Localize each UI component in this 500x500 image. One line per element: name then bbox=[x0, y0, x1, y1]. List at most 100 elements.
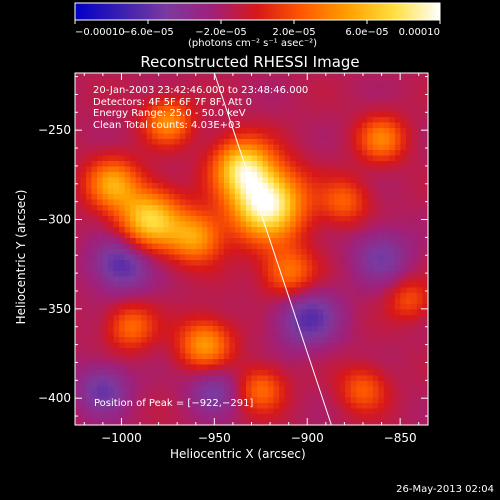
heatmap-cell bbox=[422, 381, 429, 388]
heatmap-cell bbox=[317, 205, 324, 212]
heatmap-cell bbox=[212, 315, 220, 322]
heatmap-cell bbox=[190, 210, 197, 217]
heatmap-cell bbox=[251, 100, 258, 107]
heatmap-cell bbox=[234, 95, 242, 102]
heatmap-cell bbox=[339, 381, 346, 388]
heatmap-cell bbox=[422, 326, 429, 333]
heatmap-cell bbox=[356, 73, 363, 80]
heatmap-cell bbox=[328, 392, 335, 399]
heatmap-cell bbox=[422, 293, 429, 300]
heatmap-cell bbox=[190, 117, 197, 124]
heatmap-cell bbox=[229, 144, 236, 151]
heatmap-cell bbox=[80, 364, 87, 371]
heatmap-cell bbox=[240, 331, 247, 338]
heatmap-cell bbox=[163, 293, 170, 300]
heatmap-cell bbox=[207, 254, 214, 261]
heatmap-cell bbox=[201, 364, 208, 371]
heatmap-cell bbox=[245, 232, 253, 239]
heatmap-cell bbox=[108, 95, 115, 102]
heatmap-cell bbox=[400, 183, 407, 190]
heatmap-cell bbox=[422, 254, 429, 261]
heatmap-cell bbox=[179, 227, 186, 234]
heatmap-cell bbox=[124, 408, 131, 415]
heatmap-cell bbox=[108, 111, 115, 118]
heatmap-cell bbox=[356, 238, 363, 245]
heatmap-cell bbox=[279, 331, 286, 338]
heatmap-cell bbox=[290, 139, 297, 146]
heatmap-cell bbox=[356, 331, 363, 338]
heatmap-cell bbox=[234, 205, 242, 212]
heatmap-cell bbox=[378, 84, 385, 91]
heatmap-cell bbox=[416, 199, 424, 206]
heatmap-cell bbox=[400, 298, 407, 305]
heatmap-cell bbox=[306, 117, 313, 124]
heatmap-cell bbox=[130, 348, 137, 355]
heatmap-cell bbox=[218, 342, 225, 349]
heatmap-cell bbox=[356, 353, 363, 360]
heatmap-cell bbox=[113, 205, 120, 212]
heatmap-cell bbox=[135, 106, 142, 113]
heatmap-cell bbox=[80, 111, 87, 118]
heatmap-cell bbox=[416, 144, 424, 151]
heatmap-cell bbox=[185, 293, 192, 300]
heatmap-cell bbox=[207, 166, 214, 173]
heatmap-cell bbox=[257, 364, 264, 371]
heatmap-cell bbox=[383, 194, 390, 201]
heatmap-cell bbox=[245, 199, 253, 206]
heatmap-cell bbox=[339, 265, 346, 272]
heatmap-cell bbox=[301, 337, 308, 344]
heatmap-cell bbox=[223, 73, 231, 80]
heatmap-cell bbox=[345, 414, 352, 421]
heatmap-cell bbox=[323, 397, 330, 404]
heatmap-cell bbox=[91, 375, 98, 382]
heatmap-cell bbox=[251, 348, 258, 355]
heatmap-cell bbox=[400, 232, 407, 239]
heatmap-cell bbox=[185, 155, 192, 162]
heatmap-cell bbox=[146, 194, 153, 201]
heatmap-cell bbox=[422, 392, 429, 399]
heatmap-cell bbox=[372, 315, 379, 322]
heatmap-cell bbox=[179, 348, 186, 355]
heatmap-cell bbox=[262, 122, 269, 129]
heatmap-cell bbox=[190, 359, 197, 366]
heatmap-cell bbox=[361, 408, 368, 415]
heatmap-cell bbox=[130, 337, 137, 344]
heatmap-cell bbox=[152, 364, 159, 371]
heatmap-cell bbox=[394, 364, 402, 371]
heatmap-cell bbox=[257, 133, 264, 140]
heatmap-cell bbox=[102, 342, 109, 349]
heatmap-cell bbox=[245, 177, 253, 184]
heatmap-cell bbox=[334, 397, 341, 404]
heatmap-cell bbox=[97, 210, 104, 217]
heatmap-cell bbox=[113, 166, 120, 173]
heatmap-cell bbox=[141, 210, 148, 217]
heatmap-cell bbox=[367, 243, 374, 250]
heatmap-cell bbox=[394, 122, 402, 129]
heatmap-cell bbox=[201, 227, 208, 234]
heatmap-cell bbox=[306, 194, 313, 201]
heatmap-cell bbox=[345, 95, 352, 102]
heatmap-cell bbox=[361, 95, 368, 102]
heatmap-cell bbox=[157, 309, 164, 316]
heatmap-cell bbox=[91, 254, 98, 261]
heatmap-cell bbox=[207, 161, 214, 168]
heatmap-cell bbox=[394, 298, 402, 305]
heatmap-cell bbox=[102, 161, 109, 168]
heatmap-cell bbox=[80, 249, 87, 256]
heatmap-cell bbox=[361, 359, 368, 366]
heatmap-cell bbox=[389, 304, 396, 311]
heatmap-cell bbox=[394, 144, 402, 151]
heatmap-cell bbox=[312, 419, 319, 426]
heatmap-cell bbox=[416, 359, 424, 366]
heatmap-cell bbox=[301, 414, 308, 421]
heatmap-cell bbox=[80, 260, 87, 267]
heatmap-cell bbox=[378, 408, 385, 415]
heatmap-cell bbox=[190, 106, 197, 113]
heatmap-cell bbox=[212, 139, 220, 146]
heatmap-cell bbox=[372, 293, 379, 300]
heatmap-cell bbox=[372, 238, 379, 245]
heatmap-cell bbox=[367, 73, 374, 80]
heatmap-cell bbox=[394, 282, 402, 289]
heatmap-cell bbox=[196, 375, 203, 382]
heatmap-cell bbox=[279, 304, 286, 311]
